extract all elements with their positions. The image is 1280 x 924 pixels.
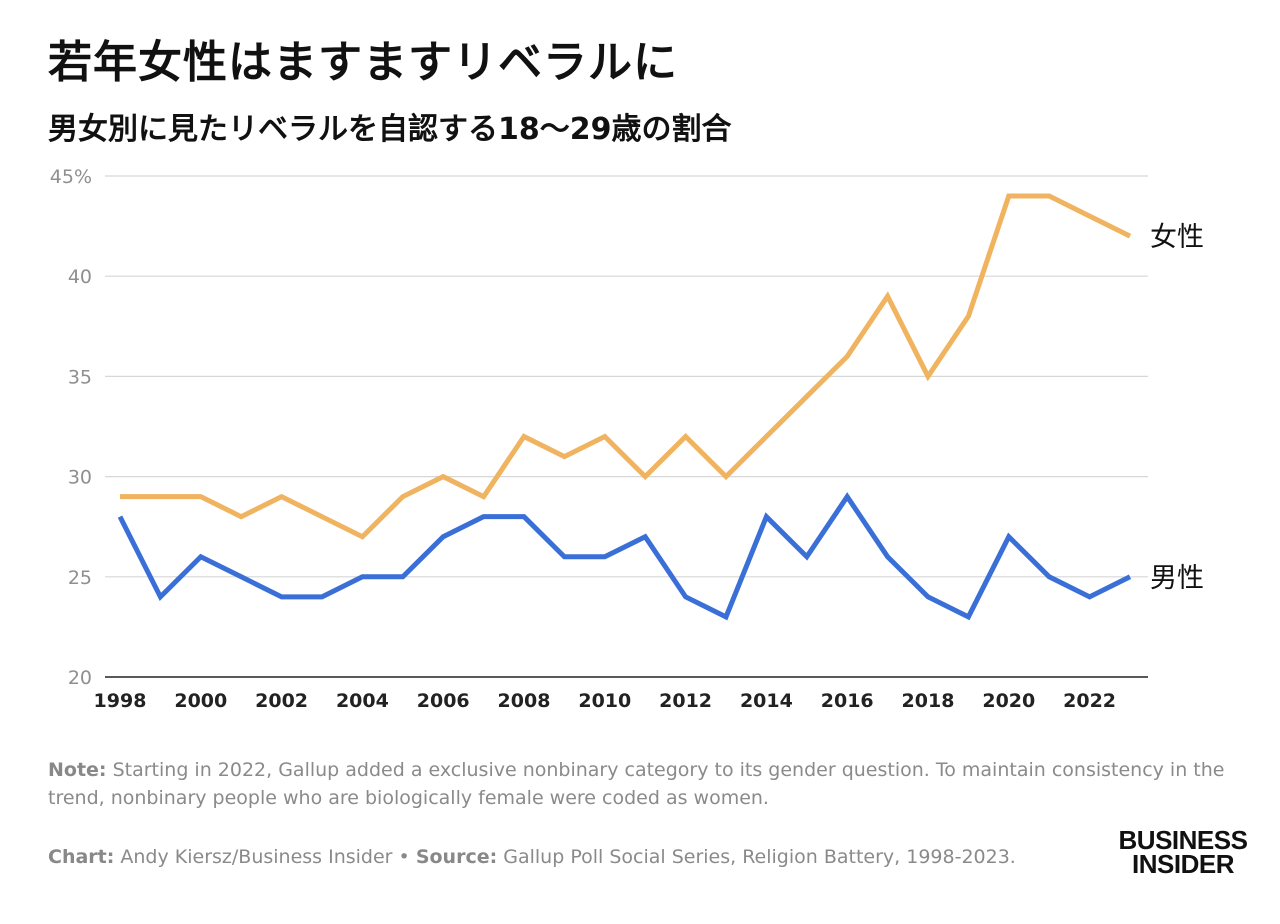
chart-title: 若年女性はますますリベラルに (48, 37, 678, 88)
y-tick-label: 25 (68, 567, 92, 589)
y-tick-label: 45% (50, 166, 92, 188)
note-text: Starting in 2022, Gallup added a exclusi… (48, 759, 1225, 809)
logo-line-1: BUSINESS (1118, 825, 1248, 855)
x-tick-label: 2016 (821, 690, 874, 712)
chart-credit: Chart: Andy Kiersz/Business Insider • So… (48, 846, 1016, 868)
x-tick-label: 2014 (740, 690, 793, 712)
logo-line-2: INSIDER (1132, 849, 1234, 879)
series-line (120, 193, 1132, 540)
x-axis-ticks: 1998 2000 2002 2004 2006 2008 2010 2012 2014 2016… (94, 690, 1116, 712)
y-tick-label: 20 (68, 667, 92, 689)
x-tick-label: 2018 (902, 690, 955, 712)
chart-subtitle: 男女別に見たリベラルを自認する18〜29歳の割合 (48, 112, 732, 147)
series-label: 女性 (1150, 222, 1204, 253)
x-tick-label: 2004 (336, 690, 389, 712)
y-tick-label: 35 (68, 366, 92, 388)
x-tick-label: 2002 (255, 690, 308, 712)
chart-credit-text: Andy Kiersz/Business Insider (120, 846, 393, 868)
y-axis-ticks: 20 25 30 35 40 45% (50, 166, 92, 689)
x-tick-label: 2010 (578, 690, 631, 712)
business-insider-logo: BUSINESS INSIDER (1113, 825, 1253, 879)
x-tick-label: 2012 (659, 690, 712, 712)
source-label: Source: (415, 846, 498, 868)
y-tick-label: 30 (68, 467, 92, 489)
x-tick-label: 1998 (94, 690, 147, 712)
x-tick-label: 2020 (982, 690, 1035, 712)
x-tick-label: 2008 (498, 690, 551, 712)
line-chart: 20 25 30 35 40 45% 1998 2000 2002 2004 2006 2008 20… (50, 166, 1204, 712)
source-text: Gallup Poll Social Series, Religion Batt… (503, 846, 1016, 868)
credit-bullet: • (398, 846, 410, 868)
series-lines (117, 193, 1132, 621)
grid-lines (105, 175, 1148, 678)
chart-credit-label: Chart: (48, 846, 115, 868)
note-label: Note: (48, 759, 107, 781)
x-tick-label: 2006 (417, 690, 470, 712)
y-tick-label: 40 (68, 266, 92, 288)
x-tick-label: 2022 (1063, 690, 1116, 712)
chart-note: Note: Starting in 2022, Gallup added a e… (48, 756, 1248, 812)
series-line (117, 492, 1132, 621)
series-label: 男性 (1150, 563, 1204, 594)
x-tick-label: 2000 (174, 690, 227, 712)
